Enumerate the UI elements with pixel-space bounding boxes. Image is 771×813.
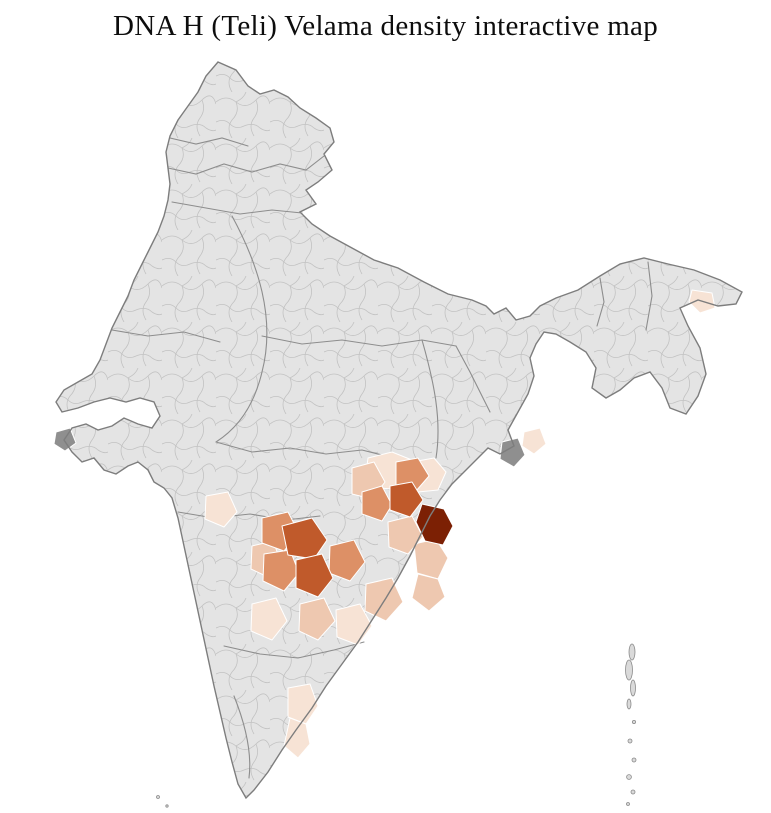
density-districts-low <box>250 461 449 641</box>
district-very-low[interactable] <box>283 717 311 759</box>
district-high[interactable] <box>389 481 424 518</box>
density-districts-high <box>281 481 424 598</box>
page-title: DNA H (Teli) Velama density interactive … <box>112 10 659 42</box>
district-low[interactable] <box>298 597 336 641</box>
district-very-low[interactable] <box>287 683 319 725</box>
district-very-low[interactable] <box>204 491 238 528</box>
district-medium[interactable] <box>395 457 430 492</box>
district-very-high[interactable] <box>415 503 454 546</box>
district-very-low[interactable] <box>250 597 288 641</box>
district-high[interactable] <box>281 517 328 560</box>
islands[interactable] <box>156 643 637 808</box>
district-mesh <box>56 62 742 798</box>
district-very-low[interactable] <box>521 427 547 455</box>
district-low[interactable] <box>364 577 404 622</box>
state-borders <box>111 137 653 779</box>
district-dark-gray[interactable] <box>499 437 526 468</box>
district-medium[interactable] <box>361 485 393 522</box>
district-low[interactable] <box>411 573 446 612</box>
district-high[interactable] <box>295 553 334 598</box>
district-medium[interactable] <box>262 549 300 592</box>
